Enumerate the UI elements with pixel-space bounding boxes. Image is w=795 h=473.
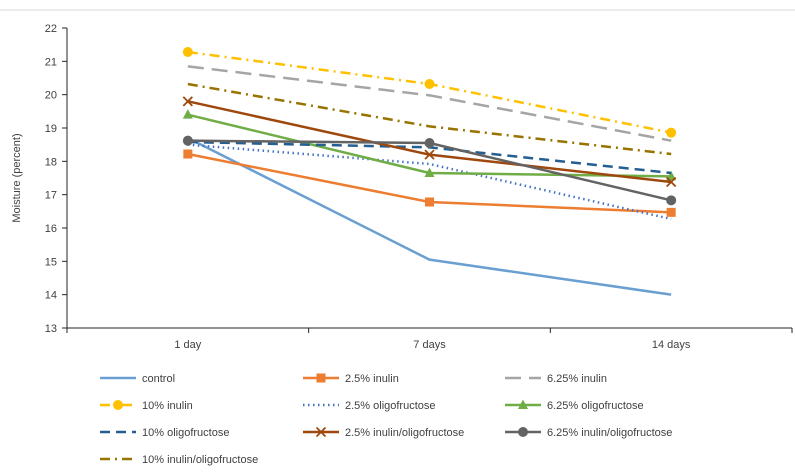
- data-point: [182, 135, 193, 146]
- series-line: [187, 143, 672, 221]
- legend-label: control: [142, 373, 175, 385]
- legend-item-3: 10% inulin: [100, 400, 193, 412]
- y-tick-label: 14: [45, 290, 57, 302]
- x-marker-stroke: [424, 149, 435, 160]
- x-marker-stroke: [666, 176, 677, 188]
- legend-marker: [315, 426, 327, 438]
- data-point: [666, 195, 677, 206]
- series-1: [183, 149, 676, 217]
- legend-item-5: 6.25% oligofructose: [505, 399, 644, 412]
- series-0: [187, 136, 672, 296]
- y-tick-label: 13: [45, 323, 57, 335]
- legend-label: 2.5% inulin/oligofructose: [345, 427, 464, 439]
- data-point: [182, 47, 193, 57]
- data-point: [424, 138, 435, 148]
- y-tick-label: 19: [45, 123, 57, 135]
- legend: control 2.5% inulin 6.25% inulin 10% inulin…: [100, 373, 672, 466]
- y-tick-label: 20: [45, 90, 57, 102]
- legend-label: 6.25% inulin: [547, 373, 607, 385]
- x-tick-label: 1 day: [174, 339, 201, 351]
- series-5: [182, 109, 677, 181]
- legend-marker: [316, 373, 326, 383]
- data-point: [666, 170, 677, 181]
- y-tick-label: 16: [45, 223, 57, 235]
- data-point: [425, 197, 434, 207]
- series-2: [187, 65, 672, 142]
- y-tick-label: 15: [45, 256, 57, 268]
- legend-marker: [113, 400, 123, 410]
- legend-label: 10% oligofructose: [142, 427, 229, 439]
- legend-item-8: 6.25% inulin/oligofructose: [505, 427, 672, 439]
- data-point: [424, 79, 435, 89]
- x-marker-stroke: [315, 426, 327, 438]
- series-line: [187, 82, 672, 156]
- legend-item-4: 2.5% oligofructose: [303, 400, 436, 412]
- legend-marker: [518, 427, 528, 437]
- legend-label: 10% inulin: [142, 400, 193, 412]
- series-lines: [182, 47, 677, 296]
- data-point: [666, 207, 676, 217]
- x-marker-stroke: [182, 96, 193, 107]
- series-8: [182, 135, 677, 206]
- y-tick-label: 21: [45, 56, 57, 68]
- series-7: [182, 96, 677, 188]
- data-point: [182, 96, 193, 107]
- axes: 13 14 15 16 17 18 19 20 21 22 1 day 7 days 14 days Mo…: [0, 9, 795, 351]
- legend-label: 6.25% inulin/oligofructose: [547, 427, 672, 439]
- legend-item-7: 2.5% inulin/oligofructose: [303, 426, 464, 439]
- series-9: [187, 82, 672, 156]
- data-point: [666, 176, 677, 188]
- series-line: [187, 65, 672, 142]
- data-point: [183, 149, 193, 159]
- legend-item-1: 2.5% inulin: [303, 373, 399, 385]
- series-line: [187, 136, 672, 296]
- x-tick-label: 14 days: [652, 339, 691, 351]
- series-4: [187, 143, 672, 221]
- data-point: [666, 127, 677, 138]
- legend-label: 10% inulin/oligofructose: [142, 454, 258, 466]
- data-point: [424, 167, 435, 177]
- y-axis-title: Moisture (percent): [11, 133, 23, 222]
- data-point: [182, 109, 193, 119]
- y-tick-label: 17: [45, 190, 57, 202]
- data-point: [424, 149, 435, 160]
- series-3: [182, 47, 677, 138]
- legend-marker: [518, 399, 528, 409]
- legend-label: 6.25% oligofructose: [547, 400, 644, 412]
- legend-label: 2.5% oligofructose: [345, 400, 436, 412]
- legend-item-2: 6.25% inulin: [505, 373, 607, 385]
- legend-item-6: 10% oligofructose: [100, 427, 229, 439]
- y-tick-label: 22: [45, 23, 57, 35]
- legend-label: 2.5% inulin: [345, 373, 399, 385]
- legend-item-9: 10% inulin/oligofructose: [100, 454, 258, 466]
- legend-item-0: control: [100, 373, 175, 385]
- x-tick-label: 7 days: [413, 339, 446, 351]
- series-line: [187, 50, 672, 134]
- y-tick-label: 18: [45, 156, 57, 168]
